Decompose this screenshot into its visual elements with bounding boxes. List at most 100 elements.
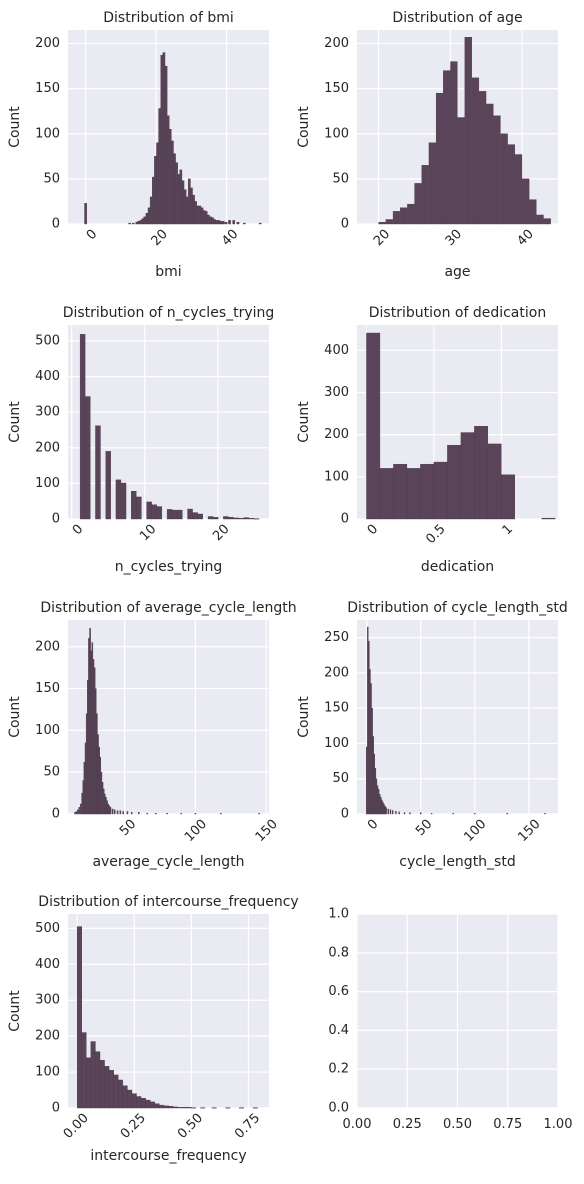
histogram-bar (119, 810, 122, 815)
histogram-bar (120, 482, 127, 520)
histogram-bar (452, 813, 454, 815)
x-axis-label: bmi (155, 264, 181, 280)
histogram-bar (146, 812, 149, 815)
y-tick-label: 500 (35, 921, 60, 936)
histogram-bar (506, 813, 508, 815)
y-tick-label: 50 (43, 765, 60, 780)
histogram-bar (146, 501, 152, 520)
y-tick-label: 0 (341, 512, 349, 527)
histogram-bar (79, 334, 86, 520)
histogram-bar (428, 142, 436, 225)
y-tick-label: 50 (332, 171, 349, 186)
histogram-bar (378, 221, 386, 225)
y-tick-label: 200 (324, 427, 349, 442)
histogram-bar (118, 1079, 124, 1109)
histogram-bar (136, 496, 142, 520)
histogram-bar (409, 812, 411, 815)
histogram-bar (471, 77, 480, 225)
histogram-bar (164, 65, 168, 225)
histogram-bar (131, 491, 137, 520)
histogram-bar (74, 812, 76, 815)
x-tick-label: 0 (70, 522, 86, 538)
histogram-bar (486, 103, 494, 225)
histogram-bar (377, 789, 380, 815)
y-tick-label: 100 (35, 126, 60, 141)
y-axis-label: Count (7, 106, 23, 148)
histogram-bar (109, 807, 112, 815)
x-tick-label: 0.00 (61, 1111, 92, 1142)
histogram-bar (173, 153, 176, 225)
histogram-bar (166, 509, 173, 520)
chart-title: Distribution of cycle_length_std (347, 600, 568, 616)
chart-title: Distribution of dedication (369, 305, 546, 321)
subplot-7: 0.00 0.25 0.50 0.75 1.00 0.0 0.2 0.4 0.6 0.8 1.0 (328, 907, 572, 1132)
x-axis-label: dedication (421, 559, 494, 575)
histogram-bar (474, 813, 476, 815)
histogram-bar (137, 221, 140, 225)
x-tick-label: 0.00 (343, 1117, 372, 1132)
histogram-bar (191, 1107, 197, 1109)
plot-area (357, 620, 558, 814)
y-tick-label: 150 (324, 81, 349, 96)
histogram-bar (180, 812, 182, 815)
histogram-bar (248, 518, 255, 520)
histogram-bar (212, 517, 219, 520)
histogram-bar (221, 221, 225, 225)
plot-area (68, 325, 269, 519)
histogram-bar (544, 813, 546, 815)
histogram-bar (145, 1099, 151, 1109)
histogram-bar (243, 517, 250, 520)
histogram-bar (168, 1106, 174, 1109)
x-tick-label: 20 (149, 227, 171, 249)
y-tick-label: 100 (324, 736, 349, 751)
histogram-bar (209, 216, 212, 225)
histogram-bar (116, 810, 119, 815)
x-tick-label: 0.75 (493, 1117, 522, 1132)
histogram-bar (474, 426, 489, 520)
histogram-bar (243, 222, 246, 225)
x-tick-label: 1.00 (544, 1117, 573, 1132)
histogram-bar (500, 133, 508, 225)
histogram-bar (172, 1106, 178, 1109)
histogram-bar (228, 517, 234, 520)
histogram-bar (258, 222, 262, 225)
histogram-bar (501, 474, 516, 520)
histogram-bar (420, 463, 435, 520)
histogram-bar (211, 217, 214, 225)
histogram-bar (536, 214, 544, 225)
histogram-bar (507, 144, 515, 225)
y-tick-label: 400 (35, 957, 60, 972)
histogram-bar (541, 517, 556, 520)
histogram-bar (78, 807, 81, 815)
histogram-bar (403, 812, 406, 815)
histogram-bar (430, 813, 433, 815)
histogram-bar (177, 1107, 183, 1109)
histogram-bar (219, 221, 223, 225)
histogram-bar (154, 156, 157, 225)
y-tick-label: 100 (35, 1065, 60, 1080)
y-tick-label: 300 (324, 385, 349, 400)
y-tick-label: 200 (35, 639, 60, 654)
y-tick-label: 0.0 (328, 1101, 349, 1116)
y-tick-label: 300 (35, 993, 60, 1008)
y-tick-label: 500 (35, 334, 60, 349)
histogram-bar (122, 1085, 128, 1109)
histogram-bar (238, 518, 244, 520)
x-tick-label: 150 (253, 817, 281, 845)
histogram-bar (81, 1032, 87, 1109)
histogram-bar (223, 516, 229, 520)
histogram-bar (371, 707, 373, 815)
chart-title: Distribution of bmi (103, 10, 233, 26)
histogram-bar (126, 811, 129, 815)
histogram-bar (407, 203, 415, 225)
histogram-bar (372, 736, 374, 815)
histogram-bar (108, 1070, 114, 1109)
y-tick-label: 200 (35, 1029, 60, 1044)
x-tick-label: 0.50 (443, 1117, 472, 1132)
histogram-bar (232, 220, 236, 225)
histogram-bar (187, 508, 193, 520)
histogram-bar (479, 91, 487, 225)
histogram-bar (236, 221, 240, 225)
subplot-1: 20 30 40 0 50 100 150 200 Distribution of age age… (296, 10, 558, 280)
histogram-bar (128, 222, 132, 225)
